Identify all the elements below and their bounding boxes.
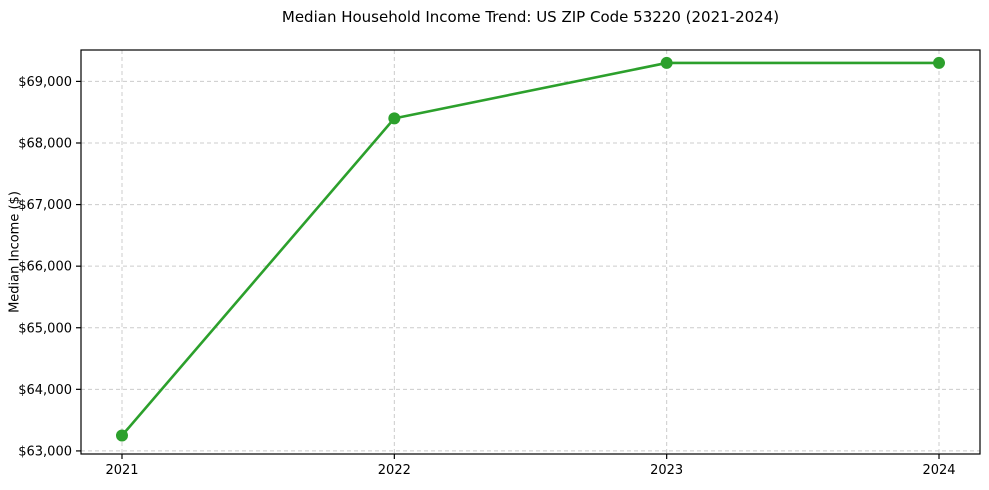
- data-point-marker: [933, 56, 946, 69]
- x-tick-label: 2021: [105, 463, 138, 478]
- y-tick-label: $64,000: [18, 383, 72, 398]
- data-point-marker: [115, 429, 128, 442]
- data-point-marker: [388, 112, 401, 125]
- data-point-marker: [660, 56, 673, 69]
- x-tick-label: 2023: [650, 463, 683, 478]
- y-tick-label: $69,000: [18, 75, 72, 90]
- chart-title: Median Household Income Trend: US ZIP Co…: [281, 8, 780, 26]
- y-tick-label: $66,000: [18, 260, 72, 275]
- plot-border: [80, 49, 981, 455]
- x-tick-label: 2022: [378, 463, 411, 478]
- y-tick-label: $65,000: [18, 321, 72, 336]
- y-tick-label: $67,000: [18, 198, 72, 213]
- y-tick-label: $63,000: [18, 444, 72, 459]
- y-tick-label: $68,000: [18, 136, 72, 151]
- x-tick-label: 2024: [922, 463, 955, 478]
- trend-line: [120, 61, 941, 437]
